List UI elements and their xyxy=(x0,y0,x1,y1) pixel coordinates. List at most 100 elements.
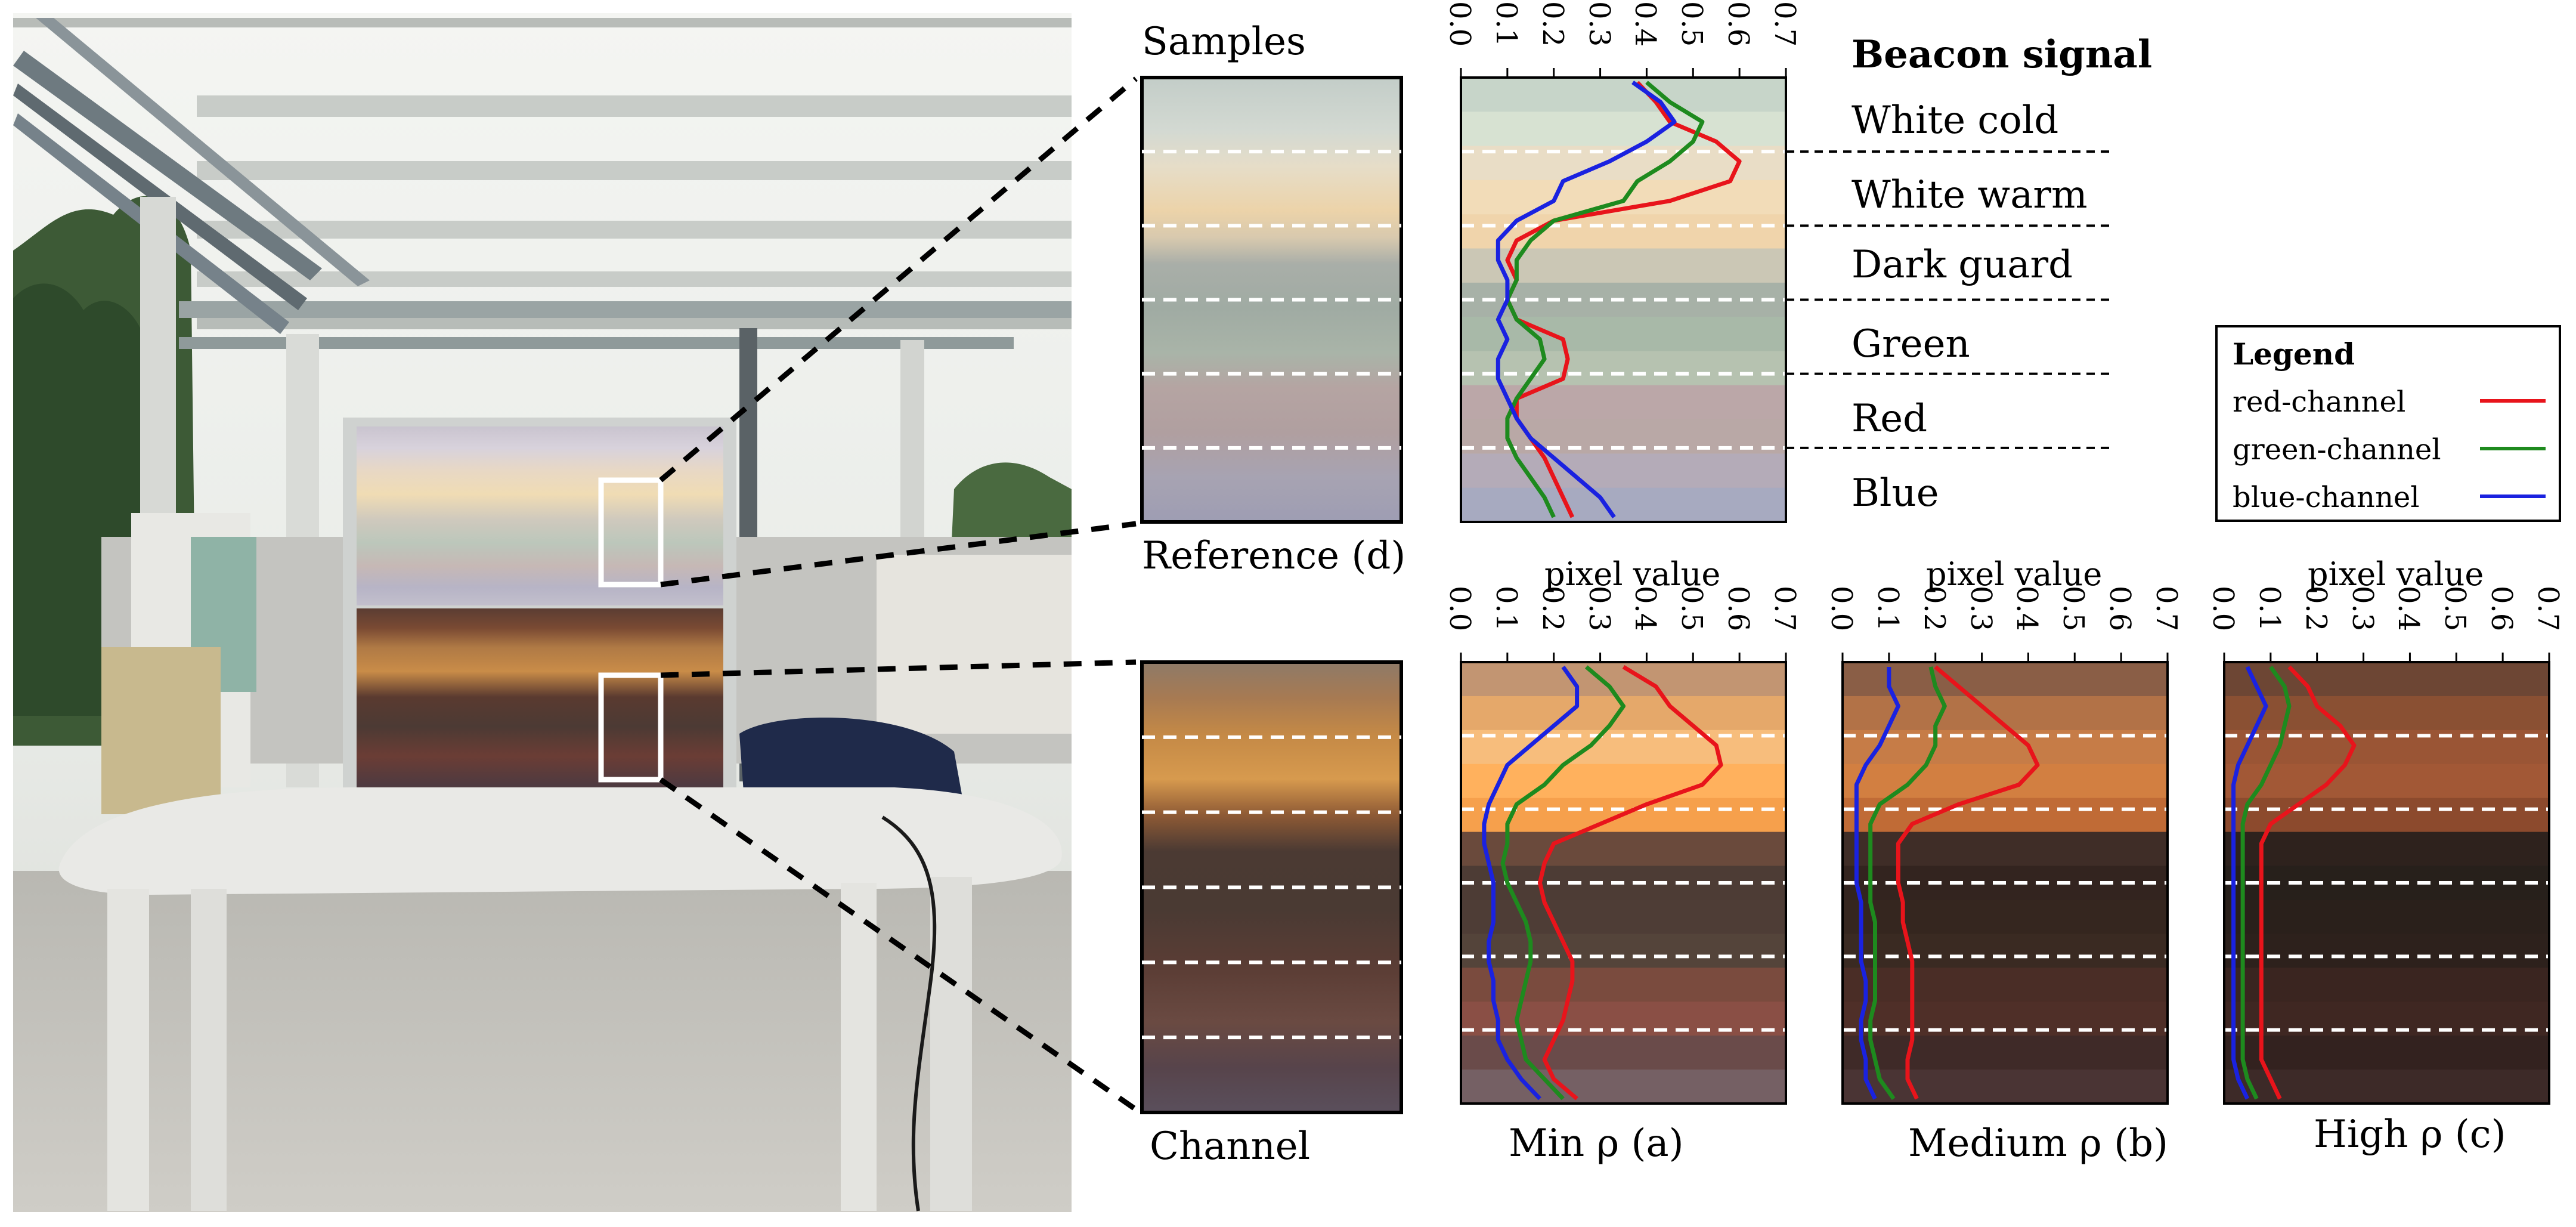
x-tick-label: 0.4 xyxy=(2392,586,2426,632)
x-tick-label: 0.3 xyxy=(1582,586,1616,632)
pixel-value-label-a: pixel value xyxy=(1544,555,1721,593)
background-band xyxy=(2224,832,2549,867)
background-band xyxy=(1843,798,2168,833)
x-tick-label: 0.6 xyxy=(1722,1,1755,47)
x-tick-label: 0.4 xyxy=(1628,586,1662,632)
series-line-blue-channel xyxy=(2231,666,2268,1100)
plot-frame xyxy=(1460,661,1787,1105)
x-tick-label: 0.5 xyxy=(1675,586,1709,632)
category-green: Green xyxy=(1852,322,1970,366)
background-band xyxy=(1843,832,2168,867)
background-band xyxy=(1461,764,1786,799)
category-red: Red xyxy=(1852,397,1928,441)
background-band xyxy=(1461,832,1786,867)
background-band xyxy=(2224,798,2549,833)
background-band xyxy=(1461,78,1786,113)
pixel-value-label-b: pixel value xyxy=(1926,555,2103,593)
category-white-cold: White cold xyxy=(1852,98,2059,143)
series-line-green-channel xyxy=(2240,665,2292,1100)
x-tick-label: 0.6 xyxy=(1722,586,1755,632)
x-tick-label: 0.6 xyxy=(2485,586,2519,632)
x-tick-label: 0.7 xyxy=(1768,586,1801,632)
background-band xyxy=(1461,1070,1786,1104)
series-line-green-channel xyxy=(1500,665,1626,1101)
caption-min-rho: Min ρ (a) xyxy=(1509,1121,1684,1166)
category-separators xyxy=(1786,150,2114,449)
x-tick-label: 0.7 xyxy=(1768,1,1801,47)
x-tick-label: 0.3 xyxy=(1582,1,1616,47)
background-band xyxy=(1461,214,1786,249)
background-band xyxy=(1843,900,2168,935)
series-line-blue-channel xyxy=(1482,665,1580,1101)
background-band xyxy=(2224,968,2549,1003)
legend-line-red xyxy=(2480,399,2546,403)
series-line-green-channel xyxy=(1868,666,1947,1101)
legend-item-red: red-channel xyxy=(2233,385,2406,419)
legend: Legend red-channel green-channel blue-ch… xyxy=(2215,325,2561,522)
reference-label: Reference (d) xyxy=(1142,534,1406,578)
caption-medium-rho: Medium ρ (b) xyxy=(1908,1121,2168,1166)
x-tick-label: 0.2 xyxy=(1917,586,1951,632)
background-band xyxy=(1461,487,1786,523)
background-band xyxy=(2224,900,2549,935)
x-tick-label: 0.5 xyxy=(2438,586,2472,632)
x-tick-label: 0.0 xyxy=(1825,586,1858,632)
x-tick-label: 0.6 xyxy=(2103,586,2137,632)
background-band xyxy=(1843,1036,2168,1071)
x-tick-label: 0.5 xyxy=(2057,586,2091,632)
category-dark-guard: Dark guard xyxy=(1852,243,2073,287)
background-band xyxy=(1461,934,1786,969)
legend-title: Legend xyxy=(2233,336,2355,372)
zoom-connectors xyxy=(659,76,1138,1112)
x-tick-label: 0.4 xyxy=(1628,1,1662,47)
x-tick-label: 0.1 xyxy=(1489,1,1523,47)
legend-item-blue: blue-channel xyxy=(2233,481,2420,514)
legend-line-green xyxy=(2480,447,2546,450)
x-tick-label: 0.1 xyxy=(1489,586,1523,632)
background-band xyxy=(1843,1070,2168,1104)
caption-high-rho: High ρ (c) xyxy=(2314,1112,2506,1157)
chart-panel-3 xyxy=(2223,653,2550,1105)
background-band xyxy=(2224,1036,2549,1071)
samples-label: Samples xyxy=(1142,20,1306,64)
background-band xyxy=(1461,453,1786,489)
series-line-red-channel xyxy=(1537,665,1723,1101)
plot-frame xyxy=(1841,661,2169,1105)
x-tick-label: 0.2 xyxy=(2299,586,2333,632)
x-tick-label: 0.7 xyxy=(2150,586,2183,632)
background-band xyxy=(1461,968,1786,1003)
category-blue: Blue xyxy=(1852,471,1939,515)
background-band xyxy=(2224,764,2549,799)
x-tick-label: 0.3 xyxy=(2345,586,2379,632)
background-band xyxy=(2224,934,2549,969)
x-tick-label: 0.1 xyxy=(1871,586,1905,632)
category-white-warm: White warm xyxy=(1852,173,2088,217)
x-tick-label: 0.3 xyxy=(1964,586,1998,632)
background-band xyxy=(1461,696,1786,731)
x-tick-label: 0.0 xyxy=(2206,586,2240,632)
sample-strip-dividers xyxy=(1142,150,1401,1040)
experiment-photo xyxy=(13,13,1072,1212)
plot-frame xyxy=(2223,661,2550,1105)
chart-panel-2 xyxy=(1841,653,2169,1105)
chart-panel-0 xyxy=(1460,68,1787,523)
beacon-signal-title: Beacon signal xyxy=(1852,32,2153,77)
x-tick-label: 0.5 xyxy=(1675,1,1709,47)
background-band xyxy=(1461,1036,1786,1071)
background-band xyxy=(1461,112,1786,147)
background-band xyxy=(1843,764,2168,799)
series-line-red-channel xyxy=(1896,665,2040,1100)
x-tick-label: 0.2 xyxy=(1535,1,1569,47)
legend-item-green: green-channel xyxy=(2233,433,2441,466)
channel-label: Channel xyxy=(1150,1124,1311,1169)
x-tick-label: 0.0 xyxy=(1443,1,1476,47)
x-tick-label: 0.4 xyxy=(2010,586,2044,632)
background-band xyxy=(1843,968,2168,1003)
x-tick-label: 0.1 xyxy=(2252,586,2286,632)
background-band xyxy=(1461,351,1786,386)
series-line-red-channel xyxy=(2259,665,2357,1100)
chart-panel-1 xyxy=(1460,653,1787,1105)
background-band xyxy=(1461,900,1786,935)
pixel-value-label-c: pixel value xyxy=(2308,555,2484,593)
